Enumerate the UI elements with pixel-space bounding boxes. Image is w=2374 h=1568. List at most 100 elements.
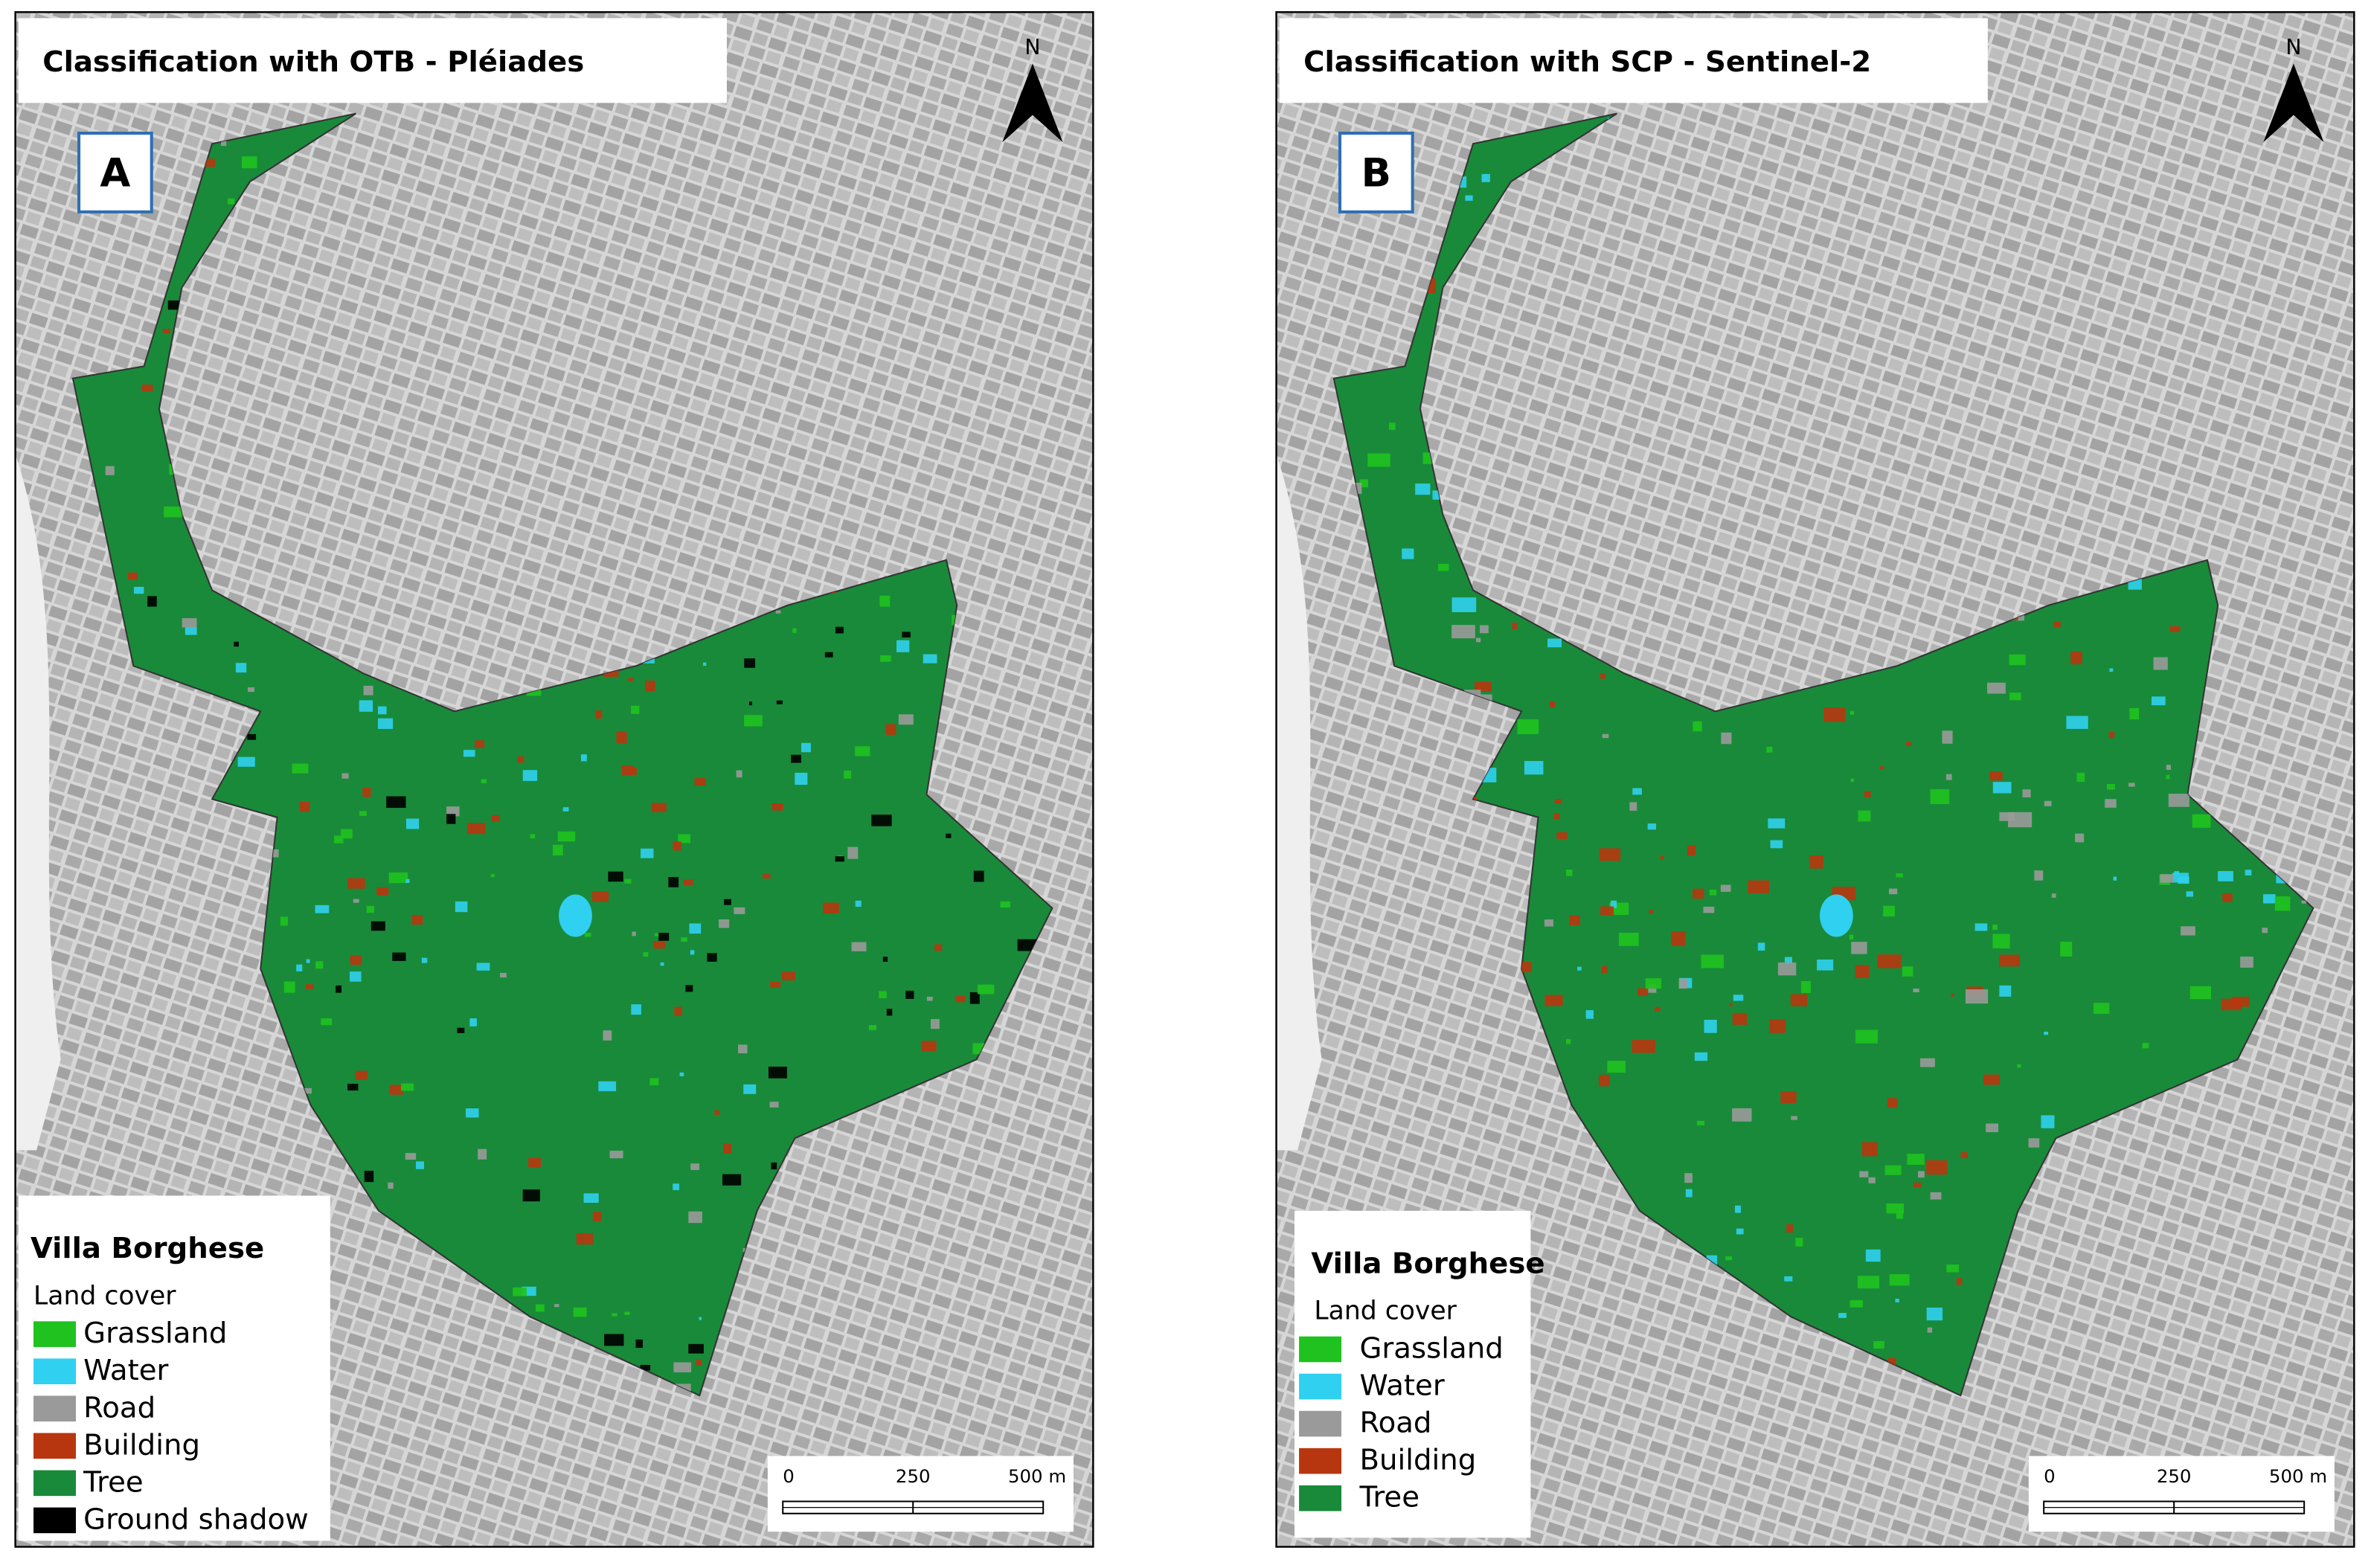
patch (1565, 1038, 1571, 1044)
patch (280, 916, 288, 926)
patch (220, 141, 227, 147)
patch (2017, 1064, 2021, 1068)
legend-swatch (1299, 1485, 1342, 1511)
patch (1918, 1171, 1925, 1178)
patch (2076, 772, 2085, 783)
patch (898, 714, 914, 725)
patch (905, 990, 914, 999)
patch (377, 706, 387, 715)
patch (603, 1030, 612, 1041)
patch (2009, 693, 2021, 701)
patch (2016, 613, 2024, 621)
panel-frame (1275, 11, 2355, 1548)
patch (631, 705, 640, 714)
patch (2109, 668, 2114, 672)
patch (598, 1081, 617, 1092)
patch (1857, 1276, 1880, 1289)
patch (573, 1307, 587, 1317)
patch (415, 1161, 425, 1169)
patch (353, 899, 359, 903)
patch (388, 872, 408, 884)
patch (743, 1084, 757, 1094)
patch (719, 919, 730, 928)
patch (2009, 654, 2026, 666)
patch (1645, 978, 1662, 989)
patch (649, 1078, 659, 1086)
patch (341, 829, 353, 839)
legend-swatch (1299, 1410, 1342, 1437)
patch (315, 961, 324, 969)
patch (934, 944, 943, 951)
patch (1637, 988, 1649, 996)
patch (1576, 966, 1582, 971)
patch (347, 878, 365, 889)
patch (376, 887, 389, 896)
patch (1983, 1074, 2001, 1085)
patch (627, 678, 633, 681)
patch (2129, 707, 2140, 720)
patch (1437, 564, 1449, 571)
label-box (77, 132, 153, 213)
patch (1732, 1108, 1752, 1122)
patch (823, 902, 839, 914)
patch (658, 933, 670, 941)
patch (1823, 707, 1846, 722)
patch (771, 803, 783, 811)
north-label: N (1024, 35, 1040, 60)
patch (681, 937, 687, 942)
patch (1989, 771, 2003, 781)
patch (632, 931, 636, 936)
legend-swatch (1299, 1336, 1342, 1363)
patch (1895, 1299, 1899, 1302)
patch (1942, 730, 1953, 744)
patch (736, 770, 742, 778)
patch (1887, 1357, 1896, 1366)
patch (388, 1182, 394, 1189)
patch (242, 156, 257, 169)
patch (500, 972, 507, 978)
patch (2178, 876, 2189, 884)
patch (1855, 965, 1870, 978)
patch (882, 957, 888, 962)
patch (557, 831, 576, 842)
patch (879, 595, 891, 607)
patch (1864, 791, 1871, 797)
legend-swatch (1299, 1373, 1342, 1400)
patch (1986, 682, 2006, 694)
legend-swatch (33, 1321, 76, 1347)
patch (530, 834, 536, 839)
legend-swatch (33, 1470, 76, 1497)
patch (513, 1287, 527, 1297)
patch (355, 1070, 368, 1080)
patch (1692, 888, 1704, 899)
patch (235, 663, 247, 673)
patch (554, 1304, 559, 1308)
scale-label: 500 m (1008, 1465, 1066, 1487)
patch (1902, 966, 1913, 977)
patch (738, 1044, 748, 1054)
patch (411, 915, 423, 925)
patch (127, 572, 138, 580)
patch (714, 1110, 720, 1115)
patch (237, 756, 255, 767)
panel-frame (14, 11, 1094, 1548)
legend-label: Grassland (1359, 1331, 1503, 1365)
patch (1999, 812, 2015, 821)
patch (1960, 1151, 1968, 1159)
patch (722, 1143, 732, 1154)
patch (1858, 810, 1871, 822)
patch (2044, 800, 2052, 806)
patch (1660, 855, 1664, 860)
patch (1481, 173, 1490, 182)
patch (1965, 989, 1989, 1004)
patch (2153, 657, 2168, 670)
patch (370, 921, 385, 931)
patch (1777, 962, 1797, 976)
patch (2274, 896, 2291, 911)
patch (886, 1009, 893, 1016)
patch (2166, 765, 2171, 771)
patch (2245, 870, 2252, 875)
patch (1999, 954, 2021, 967)
patch (2218, 871, 2233, 881)
patch (2028, 1138, 2040, 1148)
